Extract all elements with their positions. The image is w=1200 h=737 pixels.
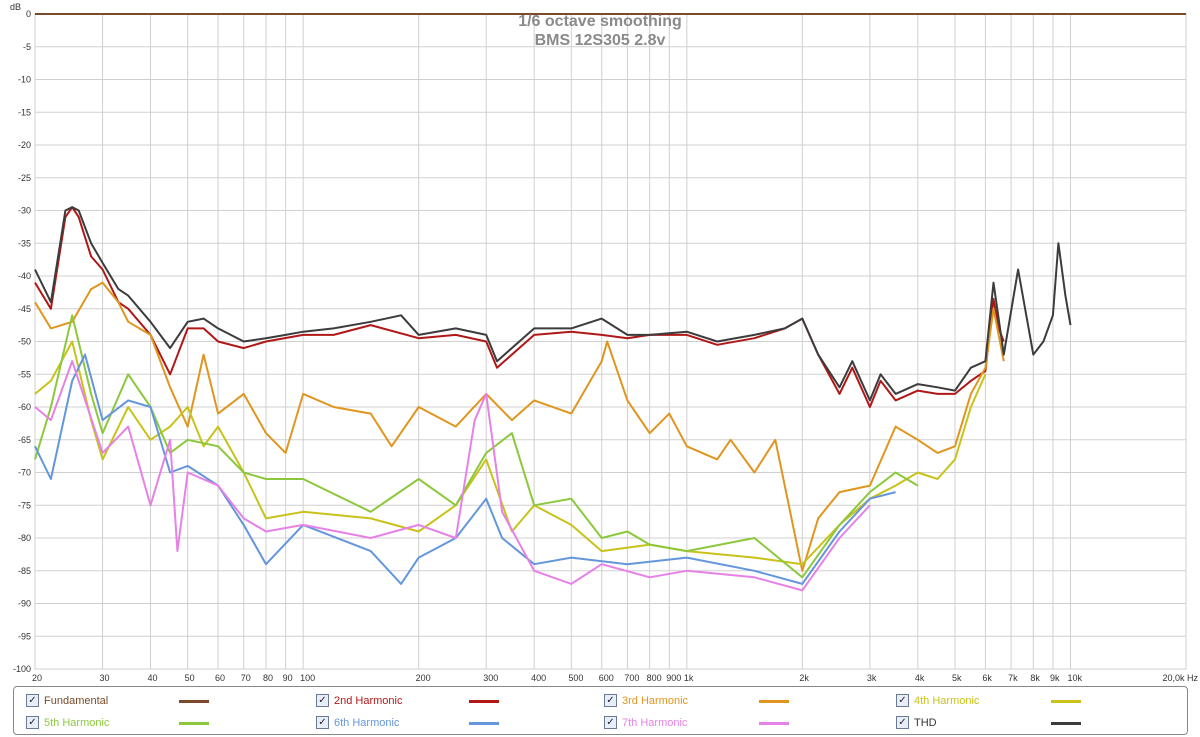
checkbox[interactable]: ✓ — [604, 694, 617, 707]
x-tick-label: 900 — [666, 673, 681, 683]
x-tick-label: 60 — [215, 673, 225, 683]
chart-subtitle: BMS 12S305 2.8v — [534, 32, 666, 49]
y-tick-label: -80 — [18, 533, 31, 543]
checkbox[interactable]: ✓ — [26, 716, 39, 729]
y-tick-label: -60 — [18, 402, 31, 412]
x-tick-label: 5k — [952, 673, 962, 683]
x-tick-label: 80 — [263, 673, 273, 683]
y-tick-label: -25 — [18, 173, 31, 183]
legend-label: 2nd Harmonic — [334, 694, 403, 707]
x-tick-label: 400 — [531, 673, 546, 683]
x-tick-label: 20 — [32, 673, 42, 683]
legend-swatch — [469, 700, 499, 703]
series-line-thd — [34, 206, 1072, 402]
x-tick-label: 3k — [867, 673, 877, 683]
x-tick-label: 1k — [684, 673, 694, 683]
x-tick-label: 700 — [624, 673, 639, 683]
y-tick-label: 0 — [26, 9, 31, 19]
y-tick-label: -35 — [18, 238, 31, 248]
legend-swatch — [179, 700, 209, 703]
x-tick-label: 10k — [1068, 673, 1083, 683]
x-tick-label: 200 — [416, 673, 431, 683]
checkbox[interactable]: ✓ — [604, 716, 617, 729]
y-tick-label: -75 — [18, 500, 31, 510]
legend-label: 3rd Harmonic — [622, 694, 689, 707]
x-tick-label: 50 — [185, 673, 195, 683]
grid — [34, 13, 1187, 670]
legend-item-4th-harmonic[interactable]: ✓ 4th Harmonic — [896, 694, 979, 707]
x-tick-label: 30 — [100, 673, 110, 683]
x-tick-label: 40 — [147, 673, 157, 683]
x-tick-label: 4k — [915, 673, 925, 683]
tick-labels: 0 -5 -10 -15 -20 -25 -30 -35 -40 -45 -50 -55 -60 -65 -… — [13, 9, 1199, 683]
x-tick-label: 6k — [982, 673, 992, 683]
y-tick-label: -55 — [18, 369, 31, 379]
y-tick-label: -10 — [18, 75, 31, 85]
chart-title: 1/6 octave smoothing — [518, 13, 682, 30]
series-lines — [34, 13, 1186, 592]
x-tick-label: 600 — [599, 673, 614, 683]
legend-item-fundamental[interactable]: ✓ Fundamental — [26, 694, 108, 707]
y-tick-label: -40 — [18, 271, 31, 281]
x-tick-label: 9k — [1050, 673, 1060, 683]
y-tick-label: -85 — [18, 566, 31, 576]
legend-item-3rd-harmonic[interactable]: ✓ 3rd Harmonic — [604, 694, 688, 707]
series-line-7th-harmonic — [34, 360, 871, 592]
x-tick-label: 90 — [283, 673, 293, 683]
legend-label: THD — [914, 716, 937, 729]
legend-swatch — [1051, 700, 1081, 703]
y-axis-label: dB — [10, 2, 21, 12]
checkbox[interactable]: ✓ — [26, 694, 39, 707]
x-tick-label: 70 — [241, 673, 251, 683]
legend-swatch — [759, 722, 789, 725]
legend-swatch — [179, 722, 209, 725]
legend-label: 7th Harmonic — [622, 716, 688, 729]
x-tick-label: 7k — [1008, 673, 1018, 683]
y-tick-label: -15 — [18, 107, 31, 117]
checkbox[interactable]: ✓ — [316, 694, 329, 707]
legend-swatch — [759, 700, 789, 703]
y-tick-label: -20 — [18, 140, 31, 150]
checkbox[interactable]: ✓ — [896, 716, 909, 729]
y-tick-label: -90 — [18, 599, 31, 609]
legend-item-thd[interactable]: ✓ THD — [896, 716, 937, 729]
legend-item-6th-harmonic[interactable]: ✓ 6th Harmonic — [316, 716, 399, 729]
x-tick-label: 8k — [1030, 673, 1040, 683]
y-tick-label: -45 — [18, 304, 31, 314]
y-tick-label: -65 — [18, 435, 31, 445]
y-tick-label: -5 — [23, 42, 31, 52]
y-tick-label: -50 — [18, 337, 31, 347]
legend-label: 6th Harmonic — [334, 716, 400, 729]
x-tick-label: 20,0k Hz — [1162, 673, 1198, 683]
legend-label: 5th Harmonic — [44, 716, 110, 729]
legend-swatch — [469, 722, 499, 725]
y-tick-label: -100 — [13, 664, 31, 674]
legend-label: Fundamental — [44, 694, 109, 707]
x-tick-label: 100 — [300, 673, 315, 683]
series-line-5th-harmonic — [34, 314, 919, 579]
y-tick-label: -70 — [18, 468, 31, 478]
y-tick-label: -95 — [18, 631, 31, 641]
checkbox[interactable]: ✓ — [316, 716, 329, 729]
x-tick-label: 500 — [568, 673, 583, 683]
x-tick-label: 2k — [799, 673, 809, 683]
legend-item-5th-harmonic[interactable]: ✓ 5th Harmonic — [26, 716, 109, 729]
legend-item-7th-harmonic[interactable]: ✓ 7th Harmonic — [604, 716, 687, 729]
x-tick-label: 800 — [647, 673, 662, 683]
series-line-6th-harmonic — [34, 353, 896, 585]
legend-label: 4th Harmonic — [914, 694, 980, 707]
legend: ✓ Fundamental ✓ 2nd Harmonic ✓ 3rd Harmonic ✓ 4… — [13, 686, 1188, 735]
series-line-2nd-harmonic — [34, 206, 1005, 408]
series-line-3rd-harmonic — [34, 281, 1005, 572]
distortion-chart: 0 -5 -10 -15 -20 -25 -30 -35 -40 -45 -50 -55 -60 -65 -… — [10, 2, 1199, 683]
checkbox[interactable]: ✓ — [896, 694, 909, 707]
series-line-4th-harmonic — [34, 340, 987, 566]
x-tick-label: 300 — [483, 673, 498, 683]
y-tick-label: -30 — [18, 206, 31, 216]
legend-item-2nd-harmonic[interactable]: ✓ 2nd Harmonic — [316, 694, 402, 707]
legend-swatch — [1051, 722, 1081, 725]
